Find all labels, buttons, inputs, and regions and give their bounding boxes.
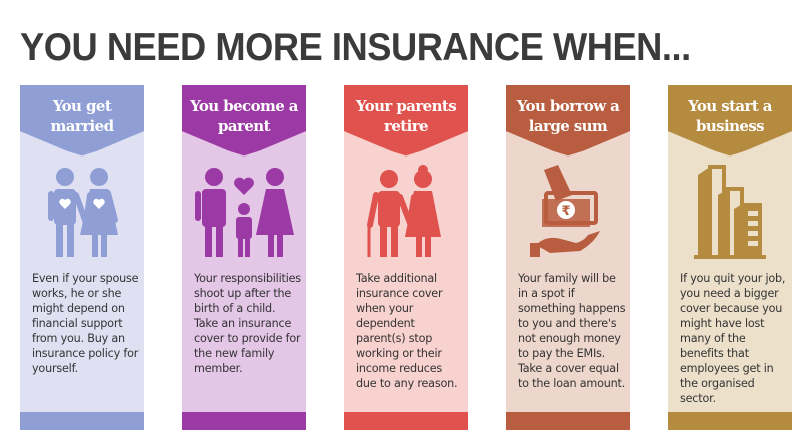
card-2: You become a parent Your responsibilitie… <box>182 85 306 430</box>
chevron-divider <box>20 136 144 157</box>
card-4: You borrow a large sum ₹ Your family wil… <box>506 85 630 430</box>
card-description: Your responsibilities shoot up after the… <box>194 272 301 375</box>
office-building-icon <box>694 165 766 259</box>
loan-money-hand-icon: ₹ <box>530 165 600 257</box>
card-1: You get married Even if your spouse work… <box>20 85 144 430</box>
chevron-divider <box>668 136 792 157</box>
chevron-divider <box>506 136 630 157</box>
card-heading: You start a business <box>688 97 772 135</box>
card-heading: You borrow a large sum <box>516 97 620 135</box>
card-description: Take additional insurance cover when you… <box>356 272 458 390</box>
card-heading: You get married <box>50 97 115 135</box>
card-footer-strip <box>182 412 306 430</box>
card-description: If you quit your job, you need a bigger … <box>680 272 786 405</box>
card-description: Your family will be in a spot if somethi… <box>518 272 626 390</box>
elderly-couple-icon <box>367 165 441 257</box>
card-heading: Your parents retire <box>355 97 457 135</box>
svg-text:₹: ₹ <box>561 204 570 219</box>
chevron-divider <box>182 136 306 157</box>
page-title: YOU NEED MORE INSURANCE WHEN... <box>20 26 691 69</box>
card-footer-strip <box>20 412 144 430</box>
card-footer-strip <box>506 412 630 430</box>
card-footer-strip <box>344 412 468 430</box>
card-heading: You become a parent <box>190 97 298 135</box>
card-3: Your parents retire Take additional insu… <box>344 85 468 430</box>
family-icon <box>195 168 294 257</box>
card-5: You start a business If you quit your jo… <box>668 85 792 430</box>
couple-icon <box>48 168 118 257</box>
card-description: Even if your spouse works, he or she mig… <box>32 272 139 375</box>
chevron-divider <box>344 136 468 157</box>
card-footer-strip <box>668 412 792 430</box>
